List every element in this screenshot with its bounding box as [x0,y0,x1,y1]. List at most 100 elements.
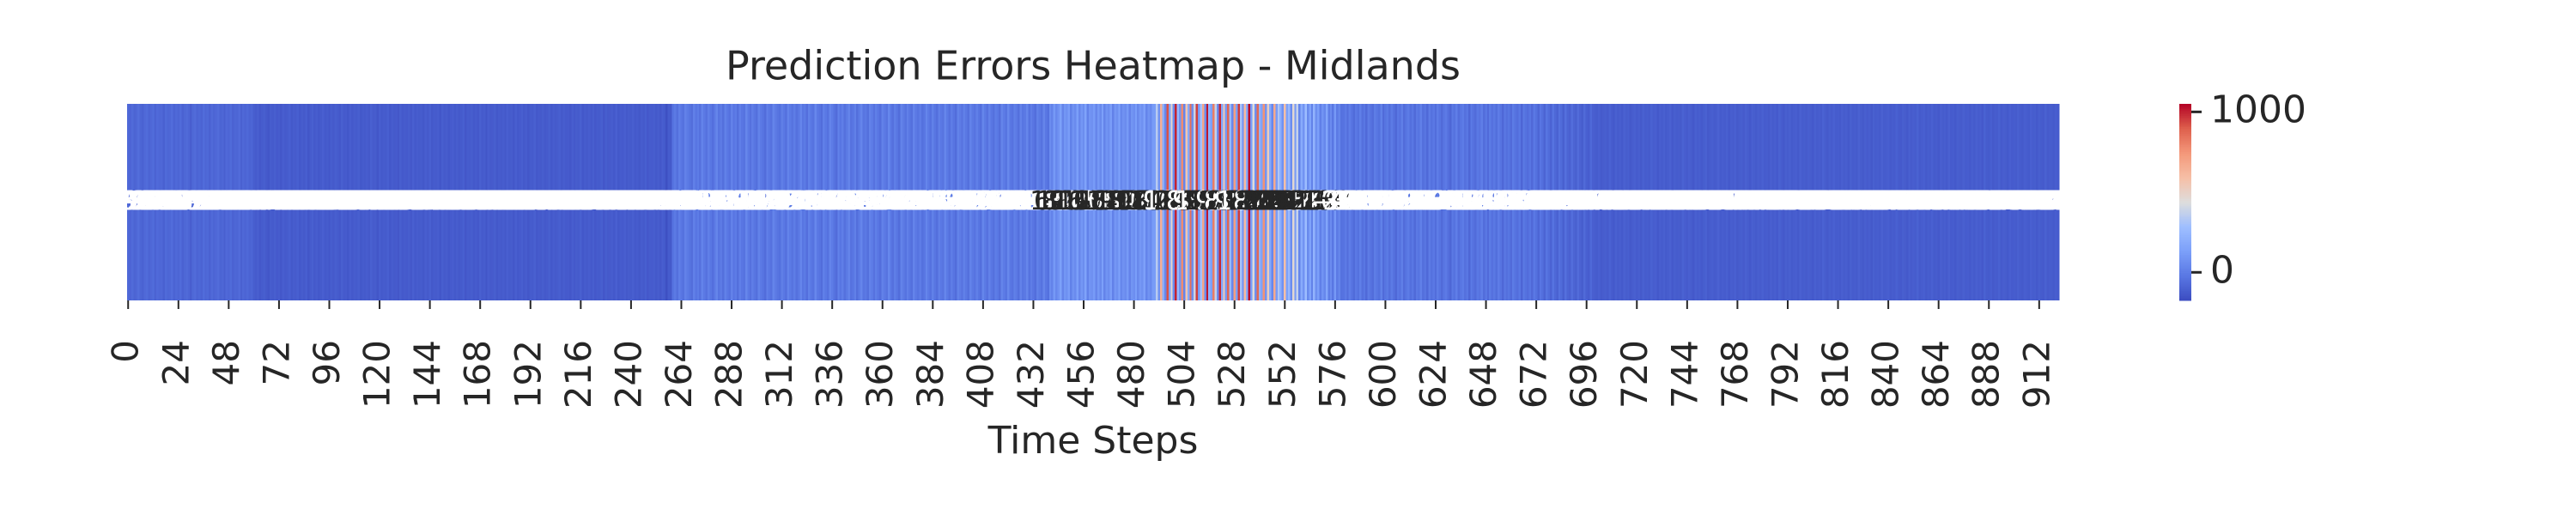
heatmap-cell [606,104,610,300]
heatmap-cell [426,104,429,300]
heatmap-cell [1080,104,1084,300]
x-tick-label: 552 [1261,340,1303,409]
cell-annotation: -116 [273,186,331,216]
heatmap-cell [810,104,813,300]
heatmap-cell [862,104,866,300]
cell-annotation: -120 [227,186,285,216]
heatmap-cell [778,104,781,300]
cell-annotation: -104 [283,186,342,216]
heatmap-cell [1917,104,1919,300]
heatmap-cell [1432,104,1436,300]
heatmap-cell [135,104,138,300]
cell-annotation: -85 [208,186,250,216]
heatmap-cell [762,104,765,300]
heatmap-cell [258,104,262,300]
cell-annotation: -85 [109,186,151,216]
heatmap-cell [1479,104,1481,300]
heatmap-cell [1552,104,1555,300]
heatmap-cell [1589,104,1593,300]
heatmap-cell [1482,104,1485,300]
heatmap-cell [1377,104,1381,300]
heatmap-cell [699,104,702,300]
heatmap-cell [1499,104,1503,300]
heatmap-cell [232,104,234,300]
cell-annotation: -105 [228,186,287,216]
heatmap-cell [1725,104,1728,300]
heatmap-cell [328,104,331,300]
heatmap-cell [1516,104,1519,300]
heatmap-cell [1972,104,1976,300]
heatmap-cell [1923,104,1926,300]
heatmap-cell [1093,104,1096,300]
heatmap-cell [841,104,844,300]
heatmap-cell [1522,104,1526,300]
x-tick-label: 576 [1311,340,1353,409]
x-tick-label: 432 [1010,340,1052,409]
heatmap-cell [246,104,249,300]
heatmap-cell [1103,104,1106,300]
heatmap-cell [1137,104,1139,300]
heatmap-cell [860,104,863,300]
heatmap-cell [1067,104,1071,300]
heatmap-cell [677,104,681,300]
heatmap-cell [977,104,981,300]
heatmap-cell [229,104,233,300]
heatmap-cell [619,104,623,300]
heatmap-cell [671,104,675,300]
heatmap-cell [561,104,563,300]
cell-annotation: -110 [161,186,220,216]
heatmap-cell [1118,104,1121,300]
heatmap-cell [1841,104,1844,300]
heatmap-cell [1585,104,1589,300]
x-tick-label: 816 [1814,340,1856,409]
x-tick-label: 24 [155,340,197,385]
heatmap-cell [1774,104,1777,300]
heatmap-cell [1170,104,1174,300]
heatmap-cell [1692,104,1695,300]
heatmap-cell [2044,104,2047,300]
heatmap-cell [290,104,294,300]
heatmap-cell [2002,104,2005,300]
heatmap-cell [452,104,454,300]
cell-annotation: -108 [330,186,388,216]
heatmap-cell [2013,104,2016,300]
heatmap-cell [179,104,182,300]
heatmap-cell [311,104,314,300]
heatmap-cell [1340,104,1343,300]
heatmap-cell [321,104,325,300]
cell-annotation: -125 [237,186,295,216]
x-tick-label: 912 [2015,340,2057,409]
heatmap-cell [1032,104,1035,300]
heatmap-cell [1577,104,1580,300]
heatmap-cell [386,104,390,300]
heatmap-cell [1418,104,1420,300]
x-tick-label: 648 [1462,340,1504,409]
heatmap-cell [1409,104,1413,300]
heatmap-cell [248,104,252,300]
heatmap-cell [385,104,387,300]
heatmap-cell [319,104,323,300]
heatmap-cell [1933,104,1936,300]
heatmap-cell [2055,104,2057,300]
heatmap-cell [242,104,245,300]
heatmap-cell [542,104,544,300]
heatmap-cell [1602,104,1605,300]
cell-annotation: -135 [252,186,310,216]
heatmap-cell [481,104,484,300]
heatmap-cell [1411,104,1414,300]
heatmap-cell [629,104,633,300]
heatmap-cell [987,104,991,300]
heatmap-cell [162,104,166,300]
heatmap-cell [1194,104,1196,300]
heatmap-cell [1124,104,1127,300]
heatmap-cell [1495,104,1498,300]
heatmap-cell [952,104,956,300]
heatmap-cell [707,104,710,300]
x-tick-label: 120 [356,340,398,409]
heatmap-cell [1214,104,1218,300]
cell-annotation: -109 [307,186,365,216]
heatmap-cell [263,104,266,300]
x-tick-label: 96 [306,340,348,385]
heatmap-cell [1182,104,1186,300]
heatmap-cell [1520,104,1523,300]
